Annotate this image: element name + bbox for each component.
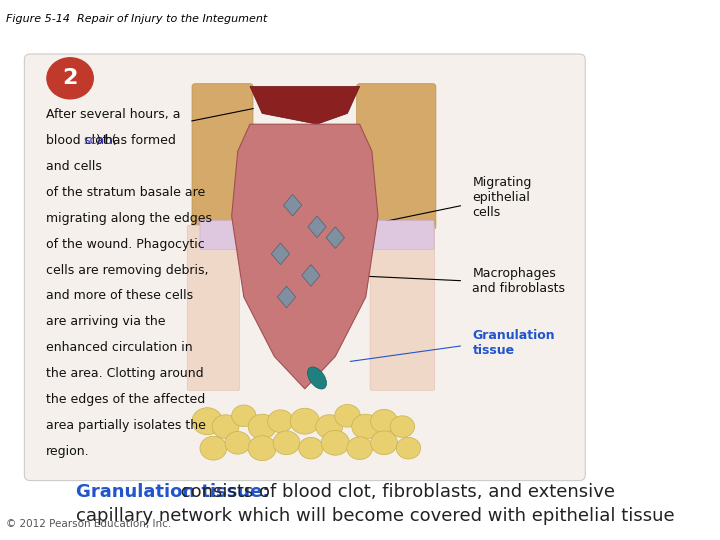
Text: Granulation
tissue: Granulation tissue	[472, 329, 555, 357]
FancyBboxPatch shape	[24, 54, 585, 481]
FancyBboxPatch shape	[192, 84, 253, 230]
Text: area partially isolates the: area partially isolates the	[46, 419, 206, 432]
Circle shape	[248, 414, 276, 439]
Text: Figure 5-14  Repair of Injury to the Integument: Figure 5-14 Repair of Injury to the Inte…	[6, 14, 267, 24]
FancyBboxPatch shape	[200, 220, 264, 249]
Text: © 2012 Pearson Education, Inc.: © 2012 Pearson Education, Inc.	[6, 519, 171, 529]
Text: ) has formed: ) has formed	[96, 134, 176, 147]
Text: capillary network which will become covered with epithelial tissue: capillary network which will become cove…	[76, 507, 675, 524]
Text: 2: 2	[63, 68, 78, 89]
Circle shape	[299, 437, 323, 459]
Text: Migrating
epithelial
cells: Migrating epithelial cells	[472, 176, 532, 219]
Circle shape	[200, 436, 227, 460]
Text: and more of these cells: and more of these cells	[46, 289, 193, 302]
Circle shape	[47, 58, 94, 99]
FancyBboxPatch shape	[187, 225, 240, 390]
Text: blood clot (: blood clot (	[46, 134, 116, 147]
Circle shape	[371, 409, 397, 433]
Circle shape	[273, 431, 300, 455]
Text: cells are removing debris,: cells are removing debris,	[46, 264, 208, 276]
Text: After several hours, a: After several hours, a	[46, 108, 180, 121]
Text: Granulation tissue:: Granulation tissue:	[76, 483, 270, 501]
Circle shape	[396, 437, 420, 459]
Text: region.: region.	[46, 445, 89, 458]
Polygon shape	[284, 194, 302, 216]
Text: the edges of the affected: the edges of the affected	[46, 393, 205, 406]
Circle shape	[390, 416, 415, 437]
Circle shape	[248, 436, 276, 461]
Text: are arriving via the: are arriving via the	[46, 315, 165, 328]
Polygon shape	[308, 216, 326, 238]
Polygon shape	[326, 227, 344, 248]
Circle shape	[352, 414, 379, 439]
Circle shape	[335, 404, 360, 427]
Text: scab: scab	[84, 134, 113, 147]
Text: migrating along the edges: migrating along the edges	[46, 212, 212, 225]
Polygon shape	[250, 86, 360, 124]
Polygon shape	[232, 124, 378, 389]
FancyBboxPatch shape	[370, 225, 435, 390]
FancyBboxPatch shape	[346, 220, 434, 249]
Circle shape	[371, 431, 397, 455]
FancyBboxPatch shape	[356, 84, 436, 230]
Ellipse shape	[307, 367, 327, 389]
Text: of the stratum basale are: of the stratum basale are	[46, 186, 205, 199]
Text: consists of blood clot, fibroblasts, and extensive: consists of blood clot, fibroblasts, and…	[175, 483, 615, 501]
Circle shape	[316, 415, 343, 438]
Text: and cells: and cells	[46, 160, 102, 173]
Text: Macrophages
and fibroblasts: Macrophages and fibroblasts	[472, 267, 565, 295]
Circle shape	[225, 431, 251, 454]
Text: of the wound. Phagocytic: of the wound. Phagocytic	[46, 238, 204, 251]
Polygon shape	[277, 286, 296, 308]
Circle shape	[290, 408, 320, 434]
Text: enhanced circulation in: enhanced circulation in	[46, 341, 192, 354]
Text: the area. Clotting around: the area. Clotting around	[46, 367, 203, 380]
Circle shape	[321, 430, 349, 455]
Polygon shape	[302, 265, 320, 286]
Circle shape	[268, 410, 293, 433]
Polygon shape	[271, 243, 289, 265]
Circle shape	[347, 437, 372, 460]
Circle shape	[212, 415, 239, 438]
Circle shape	[192, 408, 222, 435]
Circle shape	[232, 405, 256, 427]
